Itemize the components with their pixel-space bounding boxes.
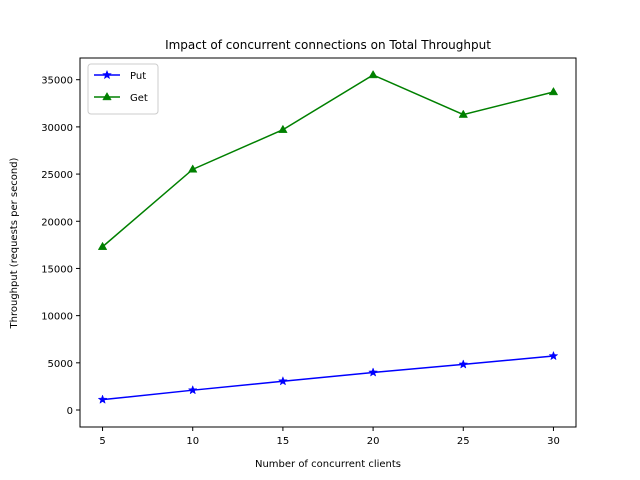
series-line-put (102, 355, 554, 401)
x-tick-label: 30 (547, 436, 560, 447)
legend: Put Get (87, 63, 159, 115)
y-tick-label: 0 (67, 406, 73, 417)
legend-label-get: Get (130, 93, 148, 104)
x-tick-label: 10 (186, 436, 199, 447)
x-tick-label: 15 (277, 436, 290, 447)
legend-box (87, 63, 159, 115)
data-point-put (368, 367, 379, 377)
y-tick-label: 10000 (41, 312, 73, 323)
data-point-put (548, 350, 559, 361)
data-point-get (278, 124, 288, 133)
data-point-get (548, 86, 559, 96)
data-point-put (187, 384, 198, 395)
chart-title: Impact of concurrent connections on Tota… (165, 38, 491, 52)
y-tick-label: 5000 (48, 359, 73, 370)
y-tick-label: 30000 (41, 123, 73, 134)
x-tick-label: 20 (367, 436, 380, 447)
data-point-get (97, 241, 108, 250)
y-axis-label: Throughput (requests per second) (9, 157, 20, 329)
y-tick-label: 15000 (41, 264, 73, 275)
data-point-get (188, 164, 198, 173)
data-point-put (458, 359, 469, 369)
data-point-get (368, 69, 378, 79)
y-tick-label: 20000 (41, 217, 73, 228)
plot-area-frame (79, 57, 577, 428)
y-tick-label: 25000 (41, 170, 73, 181)
y-axis: 0 5000 10000 15000 20000 25000 30000 35000 (41, 76, 80, 417)
x-axis: 5 10 15 20 25 30 (99, 427, 560, 447)
data-point-put (97, 394, 108, 404)
legend-marker-put (102, 69, 112, 80)
legend-marker-get (102, 91, 112, 101)
series-line-get (102, 74, 554, 248)
data-point-get (458, 109, 468, 118)
x-tick-label: 25 (457, 436, 470, 447)
y-tick-label: 35000 (41, 76, 73, 87)
x-axis-label: Number of concurrent clients (255, 459, 401, 470)
data-point-put (277, 376, 288, 386)
series-layer (97, 69, 559, 404)
x-tick-label: 5 (99, 436, 105, 447)
legend-label-put: Put (130, 71, 146, 82)
